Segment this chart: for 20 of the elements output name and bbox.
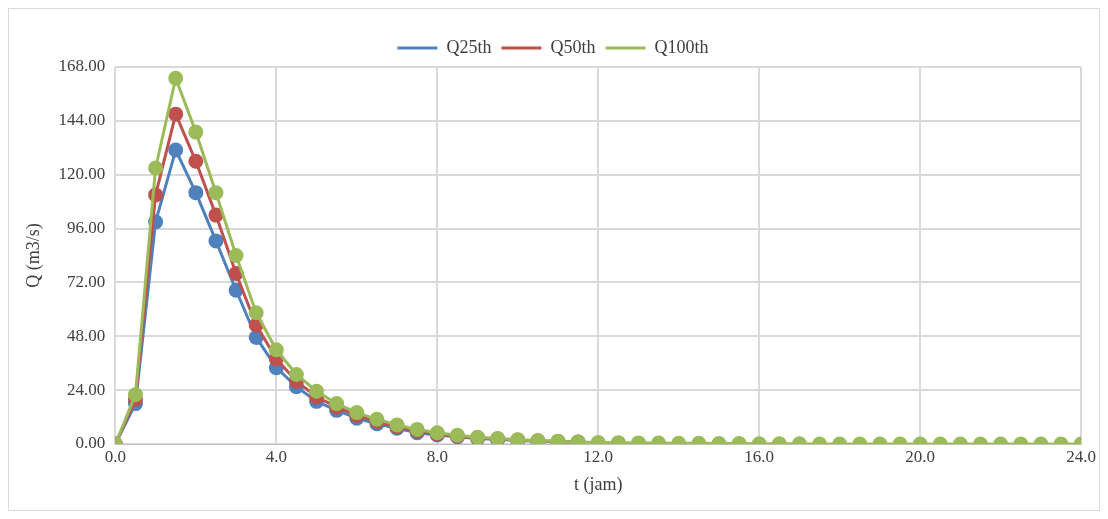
legend-label: Q25th bbox=[446, 36, 492, 57]
y-tick-label: 72.00 bbox=[67, 271, 106, 291]
x-axis-title: t (jam) bbox=[574, 473, 623, 495]
x-tick-label: 12.0 bbox=[583, 446, 614, 466]
x-tick-label: 0.0 bbox=[104, 446, 126, 466]
legend-label: Q50th bbox=[550, 36, 596, 57]
x-tick-label: 4.0 bbox=[265, 446, 287, 466]
y-tick-label: 144.00 bbox=[58, 110, 106, 130]
y-tick-label: 120.00 bbox=[58, 164, 106, 184]
y-tick-label: 48.00 bbox=[67, 325, 106, 345]
legend-label: Q100th bbox=[654, 36, 709, 57]
y-tick-label: 0.00 bbox=[75, 433, 106, 453]
x-tick-label: 20.0 bbox=[905, 446, 936, 466]
y-tick-label: 168.00 bbox=[58, 56, 106, 76]
y-tick-label: 24.00 bbox=[67, 379, 106, 399]
x-tick-label: 8.0 bbox=[426, 446, 448, 466]
y-tick-label: 96.00 bbox=[67, 218, 106, 238]
y-axis-title: Q (m3/s) bbox=[22, 223, 44, 288]
x-tick-label: 24.0 bbox=[1066, 446, 1096, 466]
x-tick-label: 16.0 bbox=[744, 446, 775, 466]
